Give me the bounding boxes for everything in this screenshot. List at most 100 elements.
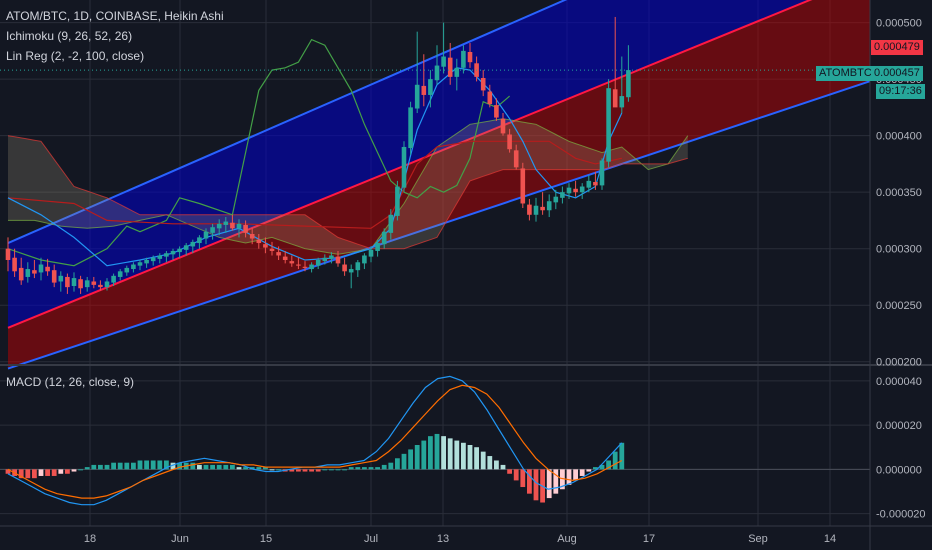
candle-body — [573, 188, 578, 193]
macd-histogram-bar — [243, 467, 248, 470]
macd-histogram-bar — [131, 462, 136, 470]
macd-histogram-bar — [586, 469, 592, 472]
macd-histogram-bar — [447, 438, 453, 470]
last-price-badge: 0.000457 — [871, 66, 923, 81]
candle-body — [322, 257, 328, 262]
macd-histogram-bar — [395, 458, 400, 470]
macd-histogram-bar — [461, 442, 466, 470]
candle-body — [190, 241, 196, 247]
candle-body — [619, 96, 625, 108]
candle-body — [315, 260, 321, 266]
candle-body — [494, 105, 499, 118]
macd-histogram-bar — [25, 469, 31, 479]
macd-histogram-bar — [599, 464, 605, 470]
macd-tick-label: 0.000040 — [876, 376, 922, 388]
macd-histogram-bar — [401, 453, 407, 470]
macd-histogram-bar — [170, 462, 176, 470]
candle-body — [71, 278, 77, 286]
macd-histogram-bar — [500, 464, 506, 470]
red-price-badge: 0.000479 — [871, 40, 923, 55]
macd-histogram-bar — [362, 467, 367, 470]
macd-histogram-bar — [296, 469, 301, 472]
macd-histogram-bar — [256, 467, 262, 470]
x-tick-label: 15 — [260, 533, 272, 545]
macd-histogram-bar — [124, 462, 130, 470]
macd-histogram-bar — [230, 464, 235, 470]
price-tick-label: 0.000500 — [876, 18, 922, 30]
candle-body — [203, 231, 209, 239]
candle-body — [381, 231, 387, 245]
candle-body — [249, 234, 255, 239]
candle-body — [223, 221, 229, 225]
macd-histogram-bar — [612, 451, 618, 470]
base-line — [7, 140, 622, 229]
macd-histogram-bar — [276, 469, 281, 471]
macd-legend[interactable]: MACD (12, 26, close, 9) — [6, 375, 135, 389]
lower-channel-line — [7, 80, 871, 370]
macd-pane[interactable] — [0, 375, 870, 506]
macd-histogram-bar — [381, 464, 387, 470]
macd-histogram-bar — [58, 469, 64, 474]
lagging-span-line — [7, 38, 510, 267]
candle-body — [388, 214, 394, 233]
candle-body — [375, 243, 380, 251]
candle-body — [500, 118, 506, 134]
macd-histogram-bar — [111, 462, 116, 470]
macd-histogram-bar — [408, 449, 413, 470]
x-tick-label: 17 — [643, 533, 655, 545]
macd-histogram-bar — [560, 469, 565, 490]
candle-body — [230, 222, 235, 229]
ichimoku-legend[interactable]: Ichimoku (9, 26, 52, 26) — [6, 29, 133, 43]
macd-histogram-bar — [210, 464, 215, 470]
candle-body — [150, 257, 156, 262]
linreg-legend[interactable]: Lin Reg (2, -2, 100, close) — [6, 49, 145, 63]
macd-histogram-bar — [566, 469, 572, 485]
macd-tick-label: 0.000020 — [876, 420, 922, 432]
x-tick-label: Aug — [557, 533, 577, 545]
macd-histogram-bar — [507, 469, 512, 474]
macd-histogram-bar — [329, 469, 334, 471]
signal-line — [7, 384, 623, 499]
macd-histogram-bar — [322, 469, 328, 471]
candle-body — [243, 224, 248, 233]
macd-histogram-bar — [421, 440, 427, 470]
macd-histogram-bar — [216, 464, 222, 470]
macd-tick-label: 0.000000 — [876, 464, 922, 476]
macd-histogram-bar — [45, 469, 50, 476]
symbol-badge: ATOMBTC — [816, 66, 875, 81]
macd-histogram-bar — [553, 469, 559, 494]
macd-histogram-bar — [38, 469, 44, 476]
candle-body — [329, 255, 334, 259]
candle-body — [553, 196, 559, 203]
candle-body — [32, 270, 37, 274]
candle-body — [269, 248, 275, 251]
macd-histogram-bar — [579, 469, 585, 476]
candles[interactable] — [0, 16, 870, 294]
candle-body — [414, 84, 420, 109]
macd-histogram-bar — [137, 460, 143, 470]
candle-body — [348, 269, 354, 273]
macd-histogram-bar — [533, 469, 539, 501]
macd-histogram-bar — [428, 436, 433, 470]
price-tick-label: 0.000350 — [876, 187, 922, 199]
candle-body — [335, 256, 341, 264]
macd-histogram-bar — [32, 469, 37, 479]
macd-tick-label: -0.000020 — [876, 509, 926, 521]
candle-body — [428, 79, 433, 95]
x-tick-label: Sep — [748, 533, 768, 545]
candle-body — [177, 248, 182, 253]
macd-histogram-bar — [573, 469, 578, 481]
lower-channel-fill — [8, 0, 870, 369]
macd-histogram-bar — [269, 469, 275, 471]
macd-histogram-bar — [355, 467, 361, 470]
candle-body — [131, 264, 136, 270]
macd-histogram-bar — [150, 460, 156, 470]
price-tick-label: 0.000200 — [876, 357, 922, 369]
candle-body — [256, 239, 262, 244]
macd-histogram-bar — [414, 445, 420, 470]
candle-body — [117, 271, 123, 277]
candle-body — [342, 264, 347, 272]
macd-histogram-bar — [474, 447, 479, 470]
